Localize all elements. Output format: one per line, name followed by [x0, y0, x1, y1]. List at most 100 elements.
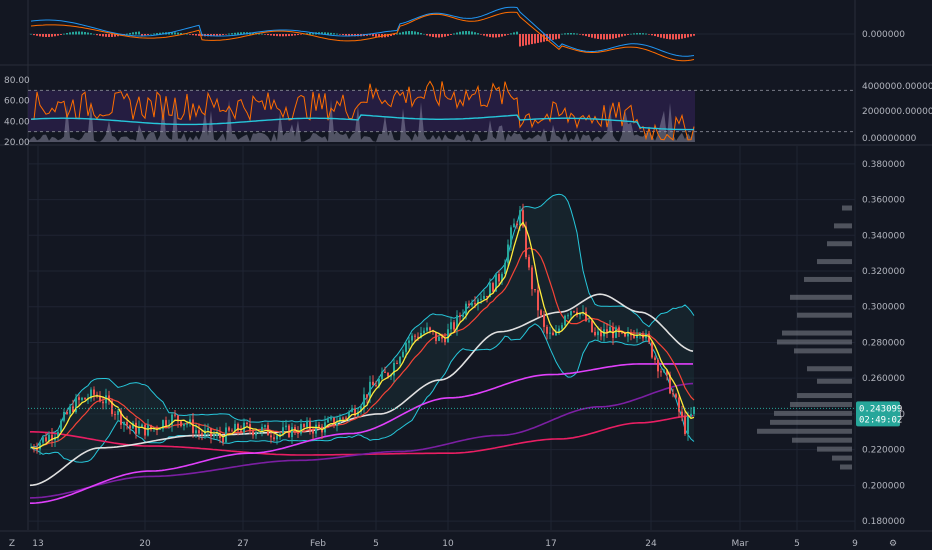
macd-histogram-bar [435, 34, 437, 38]
candle-body [270, 435, 272, 438]
macd-histogram-bar [657, 34, 659, 37]
candle-body [135, 422, 137, 434]
macd-histogram-bar [561, 33, 563, 35]
macd-histogram-bar [330, 32, 332, 35]
macd-histogram-bar [351, 34, 353, 37]
macd-histogram-bar [282, 34, 284, 37]
macd-histogram-bar [468, 31, 470, 35]
macd-histogram-bar [546, 34, 548, 42]
macd-histogram-bar [474, 32, 476, 35]
price-tick-label: 0.260000 [862, 374, 905, 384]
macd-histogram-bar [387, 34, 389, 37]
ma-yellow-line [30, 221, 695, 450]
candle-body [198, 430, 200, 434]
bollinger-lower-line [30, 323, 695, 463]
macd-histogram-bar [309, 32, 311, 35]
macd-histogram-bar [42, 34, 44, 37]
volume-profile-bar [797, 312, 852, 318]
macd-histogram-bar [639, 33, 641, 35]
candle-body [273, 437, 275, 440]
volume-tick-label: 0.00000000 [862, 134, 917, 144]
macd-histogram-bar [513, 32, 515, 35]
rsi-tick-label: 80.00 [4, 76, 30, 86]
candle-body [492, 283, 494, 292]
candle-body [126, 422, 128, 426]
macd-histogram-bar [414, 31, 416, 35]
ma-red-line [30, 247, 695, 450]
candle-body [594, 331, 596, 336]
macd-histogram-bar [306, 33, 308, 35]
volume-profile-bar [770, 419, 852, 425]
time-tick-label: 24 [645, 539, 657, 549]
candle-body [495, 274, 497, 292]
candle-body [543, 315, 545, 327]
candle-body [435, 332, 437, 341]
macd-histogram-bar [465, 31, 467, 35]
macd-histogram-bar [222, 34, 224, 35]
macd-histogram-bar [147, 34, 149, 35]
candle-body [384, 371, 386, 373]
candle-body [228, 427, 230, 431]
macd-histogram-bar [81, 31, 83, 35]
candle-body [66, 411, 68, 414]
candle-body [585, 311, 587, 322]
macd-histogram-bar [630, 33, 632, 35]
candle-body [534, 289, 536, 291]
macd-histogram-bar [138, 31, 140, 35]
candle-body [516, 223, 518, 226]
candle-body [147, 425, 149, 436]
last-price-label: 0.243099 [859, 404, 902, 414]
price-tick-label: 0.180000 [862, 517, 905, 527]
volume-profile-bar [777, 339, 852, 345]
candle-body [504, 262, 506, 275]
candle-body [192, 419, 194, 434]
macd-histogram-bar [258, 33, 260, 35]
macd-histogram-bar [63, 33, 65, 35]
macd-histogram-bar [375, 34, 377, 37]
macd-histogram-bar [225, 34, 227, 35]
macd-histogram-bar [579, 34, 581, 35]
macd-histogram-bar [192, 34, 194, 36]
candle-body [531, 267, 533, 290]
volume-profile-bar [790, 401, 852, 407]
macd-histogram-bar [609, 34, 611, 40]
candle-body [240, 430, 242, 433]
macd-histogram-bar [321, 32, 323, 35]
time-tick-label: 20 [139, 539, 151, 549]
rsi-tick-label: 60.00 [4, 97, 30, 107]
macd-histogram-bar [531, 34, 533, 45]
volume-profile-bar [782, 330, 852, 336]
candle-body [57, 431, 59, 438]
macd-histogram-bar [333, 33, 335, 35]
macd-histogram-bar [480, 34, 482, 35]
macd-histogram-bar [324, 32, 326, 35]
candle-body [81, 397, 83, 400]
candle-body [354, 408, 356, 416]
candle-body [291, 427, 293, 438]
candle-body [231, 430, 233, 432]
candle-body [63, 411, 65, 421]
macd-histogram-bar [603, 34, 605, 40]
candle-body [615, 327, 617, 338]
candle-body [537, 290, 539, 311]
candle-body [330, 417, 332, 420]
macd-histogram-bar [390, 34, 392, 37]
candle-body [312, 430, 314, 434]
macd-histogram-bar [69, 32, 71, 35]
candle-body [195, 430, 197, 434]
candle-body [165, 420, 167, 426]
candle-body [405, 343, 407, 352]
candle-body [639, 333, 641, 335]
candle-body [222, 437, 224, 443]
candle-body [459, 315, 461, 317]
bollinger-upper-line [30, 193, 695, 448]
candle-body [129, 425, 131, 429]
candle-body [390, 375, 392, 377]
candle-body [609, 327, 611, 333]
macd-histogram-bar [573, 33, 575, 35]
candle-body [99, 396, 101, 402]
macd-histogram-bar [585, 34, 587, 37]
macd-histogram-bar [114, 34, 116, 37]
macd-histogram-bar [540, 34, 542, 43]
